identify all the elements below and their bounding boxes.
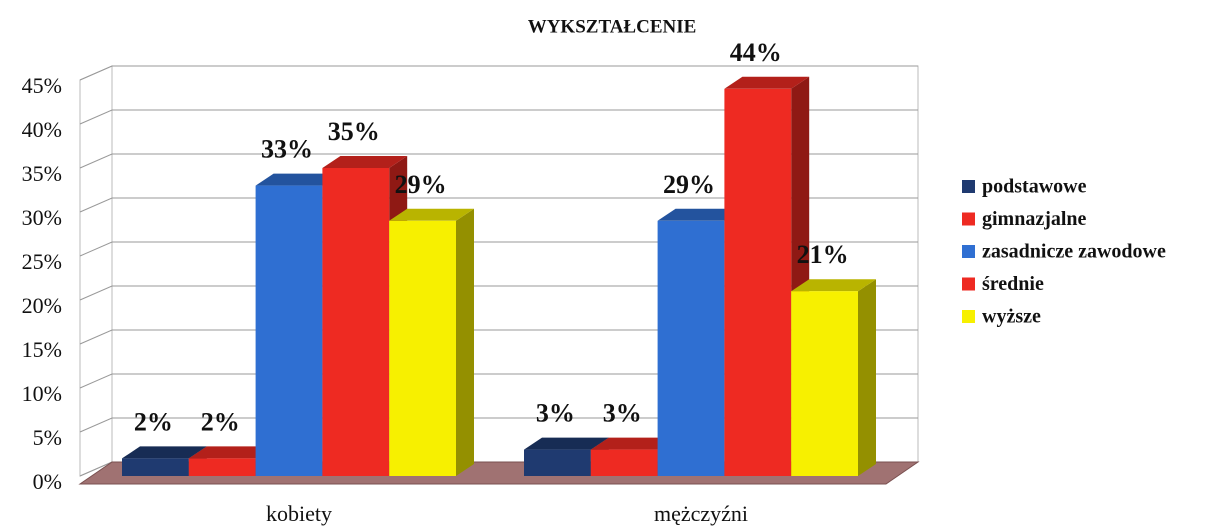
bar-front bbox=[188, 458, 256, 476]
y-tick-label: 45% bbox=[22, 73, 62, 98]
legend-swatch bbox=[962, 310, 975, 323]
legend-label: podstawowe bbox=[982, 176, 1087, 198]
grid-line bbox=[79, 329, 918, 345]
y-tick-label: 40% bbox=[22, 117, 62, 142]
bar-front bbox=[322, 168, 390, 476]
value-label: 3% bbox=[536, 399, 575, 428]
bar bbox=[791, 279, 876, 476]
chart-title: WYKSZTAŁCENIE bbox=[528, 16, 697, 37]
bar-top bbox=[389, 208, 474, 221]
bar-front bbox=[524, 449, 591, 476]
bar-front bbox=[724, 88, 792, 477]
y-tick-label: 0% bbox=[33, 469, 62, 494]
value-label: 2% bbox=[134, 407, 173, 436]
value-label: 29% bbox=[663, 170, 715, 199]
bar-top bbox=[122, 446, 207, 459]
bar-top bbox=[322, 156, 408, 168]
grid-line bbox=[79, 241, 918, 257]
bar-side bbox=[456, 208, 474, 477]
value-label: 3% bbox=[603, 399, 642, 428]
legend-label: zasadnicze zawodowe bbox=[982, 241, 1166, 263]
legend-swatch bbox=[962, 212, 975, 226]
bar-top bbox=[524, 437, 609, 450]
value-label: 33% bbox=[261, 135, 313, 164]
bar-front bbox=[389, 220, 456, 476]
bar-front bbox=[590, 449, 658, 476]
y-tick-label: 20% bbox=[22, 293, 62, 318]
legend-label: średnie bbox=[982, 273, 1044, 295]
y-tick-label: 25% bbox=[22, 249, 62, 274]
x-tick-label: kobiety bbox=[266, 501, 332, 526]
bar-top bbox=[590, 437, 676, 450]
bar-top bbox=[657, 208, 743, 221]
y-tick-label: 30% bbox=[22, 205, 62, 230]
value-label: 2% bbox=[201, 407, 240, 436]
bar-top bbox=[188, 446, 274, 459]
y-tick-label: 35% bbox=[22, 161, 62, 186]
legend-swatch bbox=[962, 245, 975, 258]
bar-front bbox=[657, 220, 725, 476]
value-label: 35% bbox=[328, 117, 380, 146]
legend-swatch bbox=[962, 180, 975, 193]
grid-line bbox=[79, 153, 918, 169]
bar-top bbox=[724, 76, 810, 89]
legend-label: gimnazjalne bbox=[982, 208, 1087, 230]
y-tick-label: 5% bbox=[33, 425, 62, 450]
value-label: 29% bbox=[395, 170, 447, 199]
bar-top bbox=[791, 279, 876, 292]
grid-line bbox=[79, 65, 918, 81]
bar bbox=[724, 76, 810, 477]
side-wall bbox=[79, 65, 113, 477]
x-tick-label: mężczyźni bbox=[654, 501, 748, 526]
grid-line bbox=[79, 417, 918, 433]
bar-side bbox=[858, 279, 876, 476]
legend-label: wyższe bbox=[982, 306, 1041, 328]
bar-front bbox=[791, 291, 858, 476]
bar-front bbox=[122, 458, 189, 476]
grid-line bbox=[79, 197, 918, 213]
bar-front bbox=[255, 185, 323, 476]
y-tick-label: 15% bbox=[22, 337, 62, 362]
grid-line bbox=[79, 109, 918, 125]
grid-line bbox=[79, 373, 918, 389]
legend-swatch bbox=[962, 277, 975, 291]
y-tick-label: 10% bbox=[22, 381, 62, 406]
value-label: 21% bbox=[797, 240, 849, 269]
bar-top bbox=[255, 173, 341, 186]
bar bbox=[389, 208, 474, 477]
grid-line bbox=[79, 285, 918, 301]
value-label: 44% bbox=[730, 38, 782, 67]
